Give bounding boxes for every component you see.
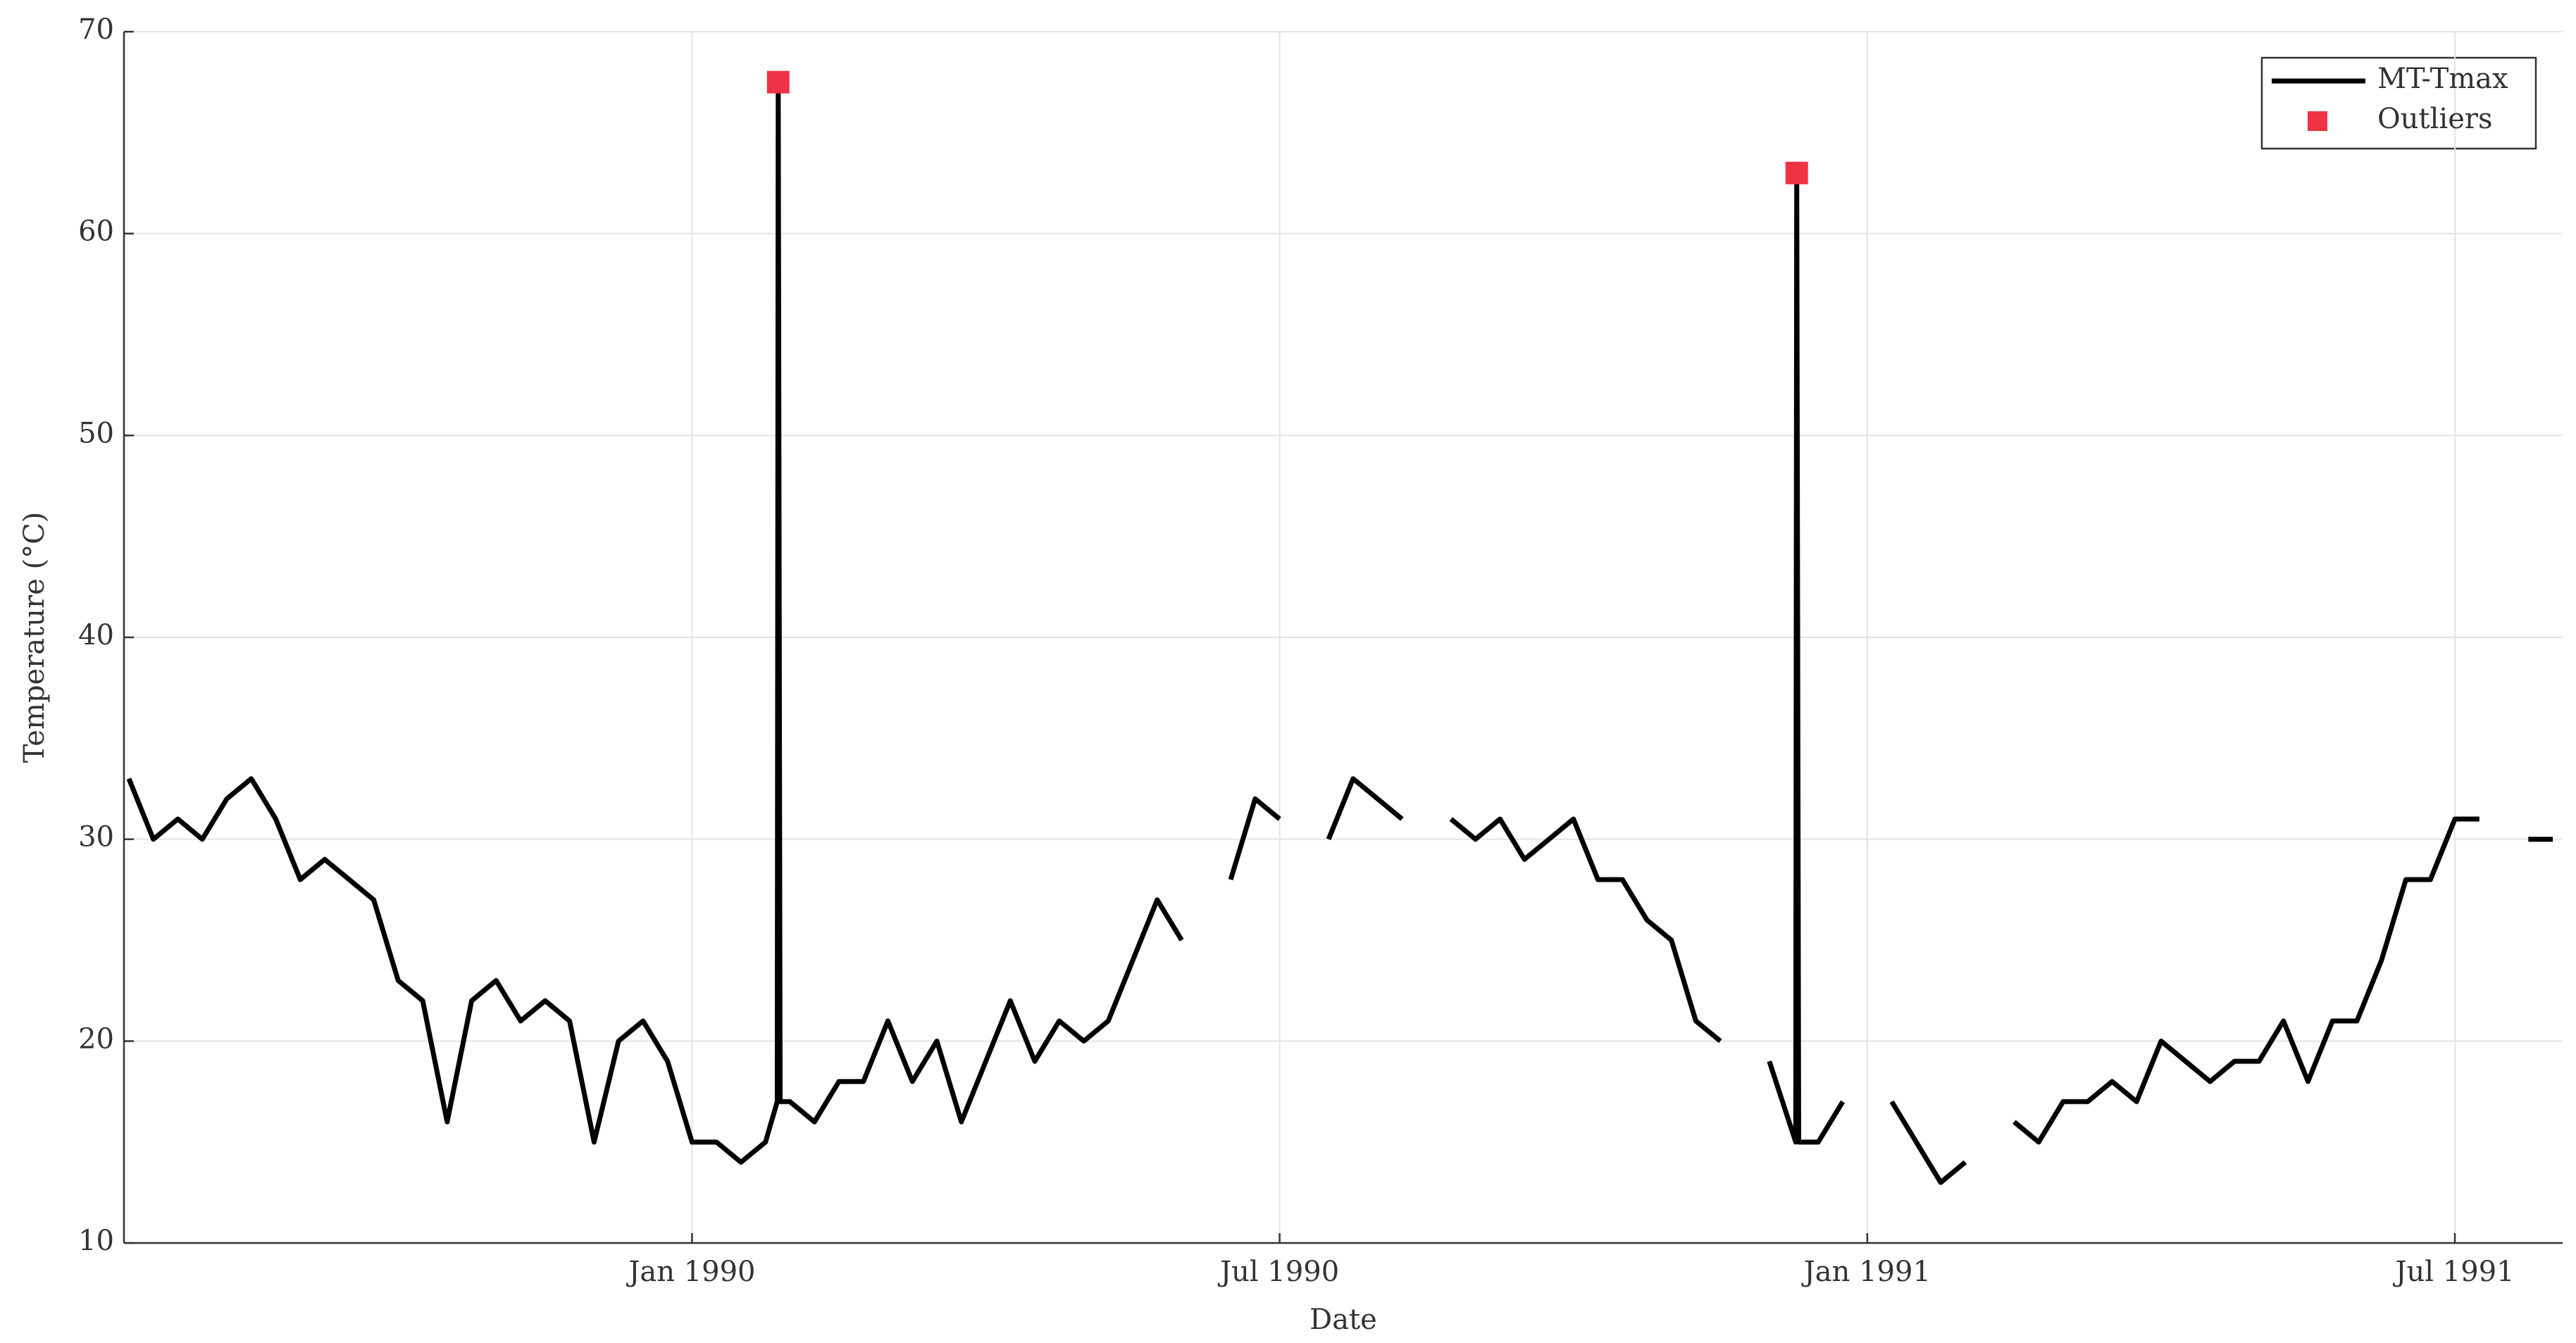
y-tick-label: 10 <box>78 1225 114 1257</box>
y-tick-label: 20 <box>78 1023 114 1055</box>
x-tick-label: Jul 1991 <box>2393 1256 2515 1288</box>
y-tick-label: 40 <box>78 619 114 651</box>
x-tick-label: Jul 1990 <box>1217 1256 1339 1288</box>
y-axis-label: Temperature (°C) <box>18 512 51 763</box>
outlier-marker <box>1785 161 1808 185</box>
y-tick-label: 50 <box>78 417 114 449</box>
x-tick-label: Jan 1990 <box>626 1256 755 1288</box>
data-line <box>126 80 2553 1185</box>
x-axis-label: Date <box>1309 1304 1377 1336</box>
legend-label: Outliers <box>2377 103 2493 135</box>
legend-box <box>2260 56 2537 150</box>
y-tick-label: 60 <box>78 215 114 248</box>
x-tick-label: Jan 1991 <box>1801 1256 1931 1288</box>
outlier-marker <box>766 70 790 94</box>
y-tick-label: 70 <box>78 13 114 46</box>
legend-marker <box>2308 111 2327 131</box>
legend-label: MT-Tmax <box>2377 63 2508 95</box>
y-tick-label: 30 <box>78 821 114 854</box>
